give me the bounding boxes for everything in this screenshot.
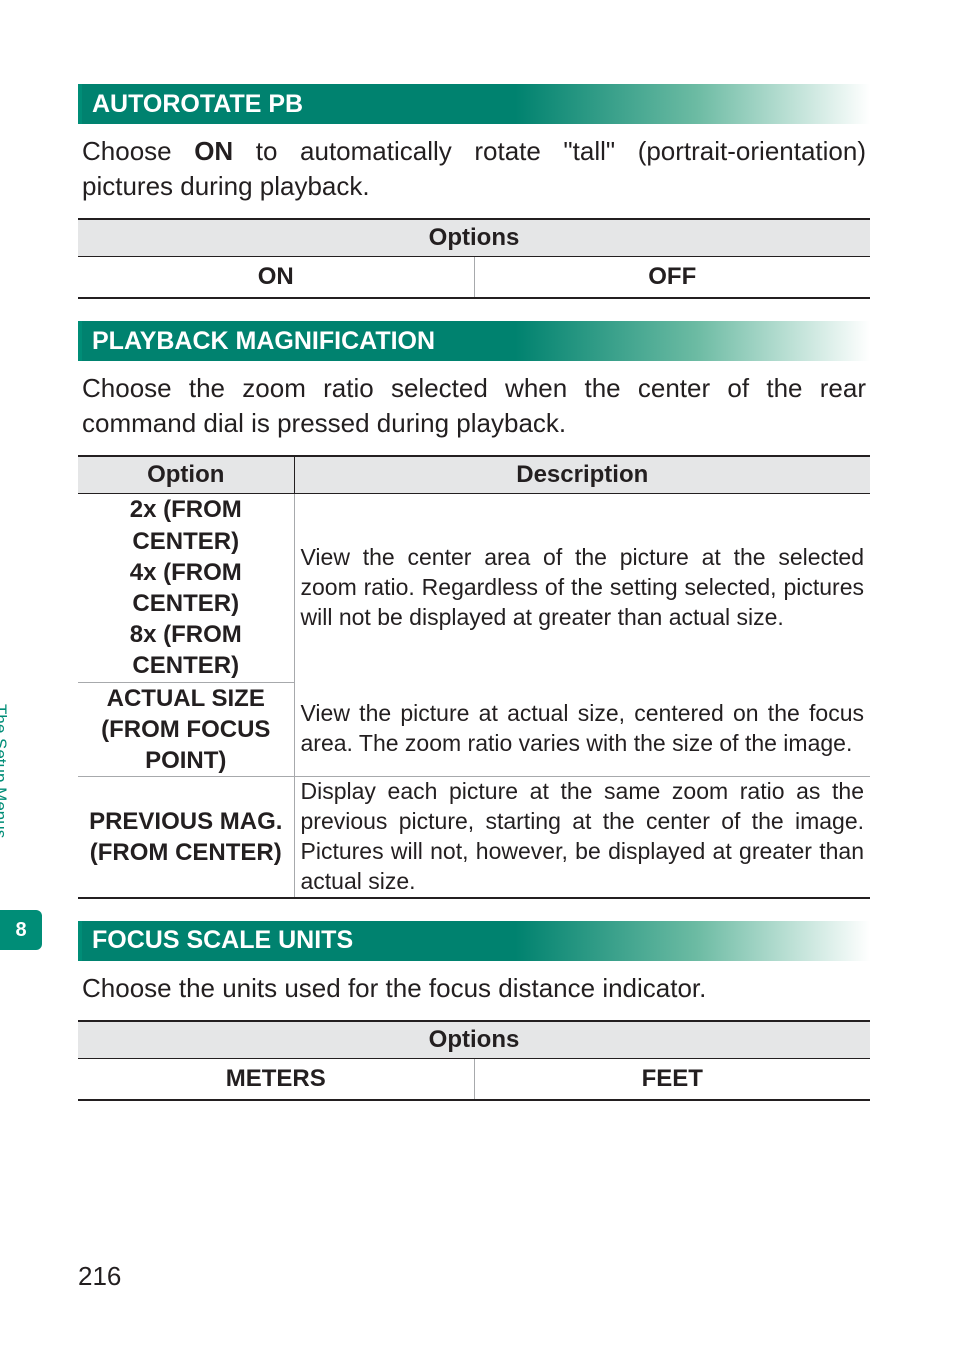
option-cell: PREVIOUS MAG. (FROM CENTER) — [78, 777, 294, 898]
opt-line1: PREVIOUS MAG. — [89, 808, 282, 835]
options-table-autorotate: Options ON OFF — [78, 218, 870, 299]
table-row: ON OFF — [78, 257, 870, 299]
col-desc-header: Description — [294, 456, 870, 494]
option-on: ON — [78, 257, 474, 299]
opt-line1: ACTUAL SIZE — [107, 685, 265, 712]
options-table-focus-scale: Options METERS FEET — [78, 1020, 870, 1101]
body-bold: ON — [194, 136, 233, 166]
desc-table-playback-mag: Option Description 2x (FROM CENTER) View… — [78, 455, 870, 898]
section-heading-focus-scale: FOCUS SCALE UNITS — [78, 921, 870, 961]
sidebar-label: The Setup Menus — [0, 704, 10, 838]
opt-line2: (FROM FOCUS POINT) — [101, 716, 270, 774]
table-header-row: Option Description — [78, 456, 870, 494]
content-area: AUTOROTATE PB Choose ON to automatically… — [78, 84, 870, 1101]
options-header: Options — [78, 219, 870, 257]
option-cell: ACTUAL SIZE (FROM FOCUS POINT) — [78, 682, 294, 777]
desc-cell: View the center area of the picture at t… — [294, 494, 870, 682]
option-cell: 4x (FROM CENTER) — [78, 557, 294, 619]
options-header: Options — [78, 1021, 870, 1059]
opt-line2: (FROM CENTER) — [90, 839, 282, 866]
body-text: Choose the units used for the focus dist… — [78, 961, 870, 1020]
section-heading-autorotate: AUTOROTATE PB — [78, 84, 870, 124]
page-number: 216 — [78, 1261, 121, 1292]
body-pre: Choose — [82, 136, 194, 166]
option-meters: METERS — [78, 1058, 474, 1100]
option-feet: FEET — [474, 1058, 870, 1100]
table-header-row: Options — [78, 219, 870, 257]
table-header-row: Options — [78, 1021, 870, 1059]
table-row: 2x (FROM CENTER) View the center area of… — [78, 494, 870, 557]
body-text: Choose the zoom ratio selected when the … — [78, 361, 870, 455]
col-option-header: Option — [78, 456, 294, 494]
option-cell: 8x (FROM CENTER) — [78, 619, 294, 682]
option-off: OFF — [474, 257, 870, 299]
sidebar-chapter-box: 8 — [0, 910, 42, 950]
desc-cell: View the picture at actual size, centere… — [294, 682, 870, 777]
table-row: METERS FEET — [78, 1058, 870, 1100]
table-row: ACTUAL SIZE (FROM FOCUS POINT) View the … — [78, 682, 870, 777]
page: The Setup Menus 8 AUTOROTATE PB Choose O… — [0, 0, 954, 1346]
section-heading-playback-mag: PLAYBACK MAGNIFICATION — [78, 321, 870, 361]
table-row: PREVIOUS MAG. (FROM CENTER) Display each… — [78, 777, 870, 898]
desc-cell: Display each picture at the same zoom ra… — [294, 777, 870, 898]
body-text: Choose ON to automatically rotate "tall"… — [78, 124, 870, 218]
option-cell: 2x (FROM CENTER) — [78, 494, 294, 557]
